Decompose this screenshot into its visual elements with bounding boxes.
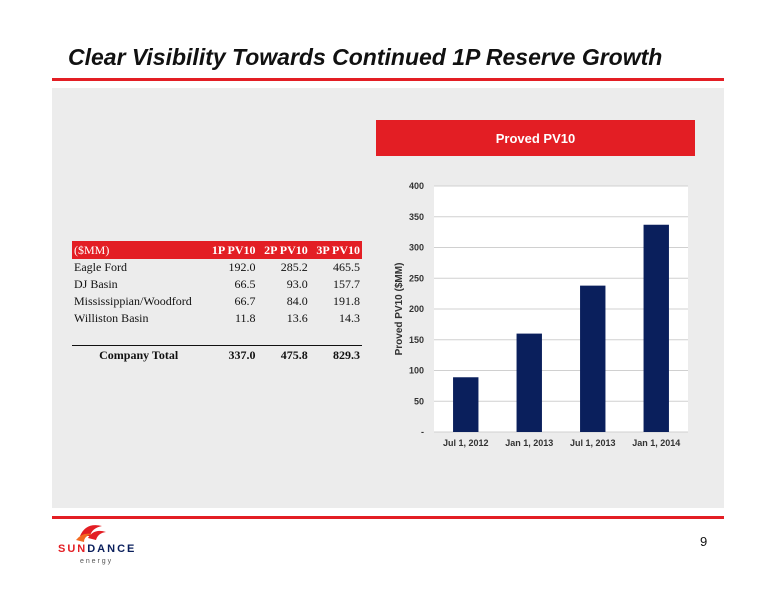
table-row: Eagle Ford 192.0 285.2 465.5 xyxy=(72,259,362,276)
cell-2p: 84.0 xyxy=(286,294,308,308)
cell-1p: 11.8 xyxy=(234,311,256,325)
table-header-cell: 3P PV10 xyxy=(309,241,362,259)
y-tick-label: 250 xyxy=(409,273,424,283)
y-tick-label: 400 xyxy=(409,181,424,191)
table-header-cell: ($MM) xyxy=(72,241,206,259)
pv10-table: ($MM) 1P PV10 2P PV10 3P PV10 Eagle Ford… xyxy=(72,241,362,364)
y-tick-label: 50 xyxy=(414,396,424,406)
x-tick-label: Jul 1, 2013 xyxy=(570,438,616,448)
cell-1p: 192.0 xyxy=(228,260,256,274)
sundance-logo: SUNDANCE e n e r g y xyxy=(58,525,136,565)
bottom-divider xyxy=(52,516,724,519)
y-tick-label: 350 xyxy=(409,212,424,222)
total-name: Company Total xyxy=(72,345,206,364)
table-row: DJ Basin 66.5 93.0 157.7 xyxy=(72,276,362,293)
x-tick-label: Jan 1, 2014 xyxy=(632,438,680,448)
total-1p: 337.0 xyxy=(205,345,258,364)
bar xyxy=(516,333,542,432)
cell-1p: 66.7 xyxy=(234,294,256,308)
table-spacer-row xyxy=(72,327,362,346)
y-tick-label: 150 xyxy=(409,335,424,345)
x-tick-label: Jan 1, 2013 xyxy=(505,438,553,448)
table-row: Mississippian/Woodford 66.7 84.0 191.8 xyxy=(72,293,362,310)
table-header-row: ($MM) 1P PV10 2P PV10 3P PV10 xyxy=(72,241,362,259)
row-name: Mississippian/Woodford xyxy=(74,294,192,308)
slide-title: Clear Visibility Towards Continued 1P Re… xyxy=(68,44,663,70)
row-name: DJ Basin xyxy=(74,277,118,291)
cell-2p: 13.6 xyxy=(286,311,308,325)
bar xyxy=(643,224,669,432)
chart-header: Proved PV10 xyxy=(376,120,695,156)
proved-pv10-chart: - 50 100 150 200 250 300 350 400 Jul 1, 2012 Jan 1… xyxy=(394,181,688,448)
table-header-cell: 2P PV10 xyxy=(257,241,310,259)
bar xyxy=(453,377,479,432)
table-header-cell: 1P PV10 xyxy=(205,241,258,259)
y-tick-label: 300 xyxy=(409,243,424,253)
logo-subtext: e n e r g y xyxy=(80,558,112,565)
table-row: Williston Basin 11.8 13.6 14.3 xyxy=(72,310,362,327)
y-tick-label: 100 xyxy=(409,366,424,376)
cell-2p: 93.0 xyxy=(286,277,308,291)
title-divider xyxy=(52,78,724,81)
sun-swirl-icon xyxy=(76,525,106,542)
bar xyxy=(580,285,606,432)
cell-3p: 157.7 xyxy=(333,277,360,291)
page-number: 9 xyxy=(700,534,708,549)
total-3p: 829.3 xyxy=(309,345,362,364)
x-tick-label: Jul 1, 2012 xyxy=(443,438,489,448)
cell-3p: 191.8 xyxy=(333,294,360,308)
y-tick-label: - xyxy=(421,427,424,437)
table-total-row: Company Total 337.0 475.8 829.3 xyxy=(72,345,362,364)
row-name: Williston Basin xyxy=(74,311,149,325)
y-axis-label: Proved PV10 ($MM) xyxy=(394,263,405,356)
cell-1p: 66.5 xyxy=(234,277,256,291)
y-tick-label: 200 xyxy=(409,304,424,314)
cell-2p: 285.2 xyxy=(280,260,308,274)
total-2p: 475.8 xyxy=(257,345,310,364)
row-name: Eagle Ford xyxy=(74,260,127,274)
svg-text:SUNDANCE: SUNDANCE xyxy=(58,543,136,555)
cell-3p: 465.5 xyxy=(333,260,360,274)
cell-3p: 14.3 xyxy=(339,311,360,325)
